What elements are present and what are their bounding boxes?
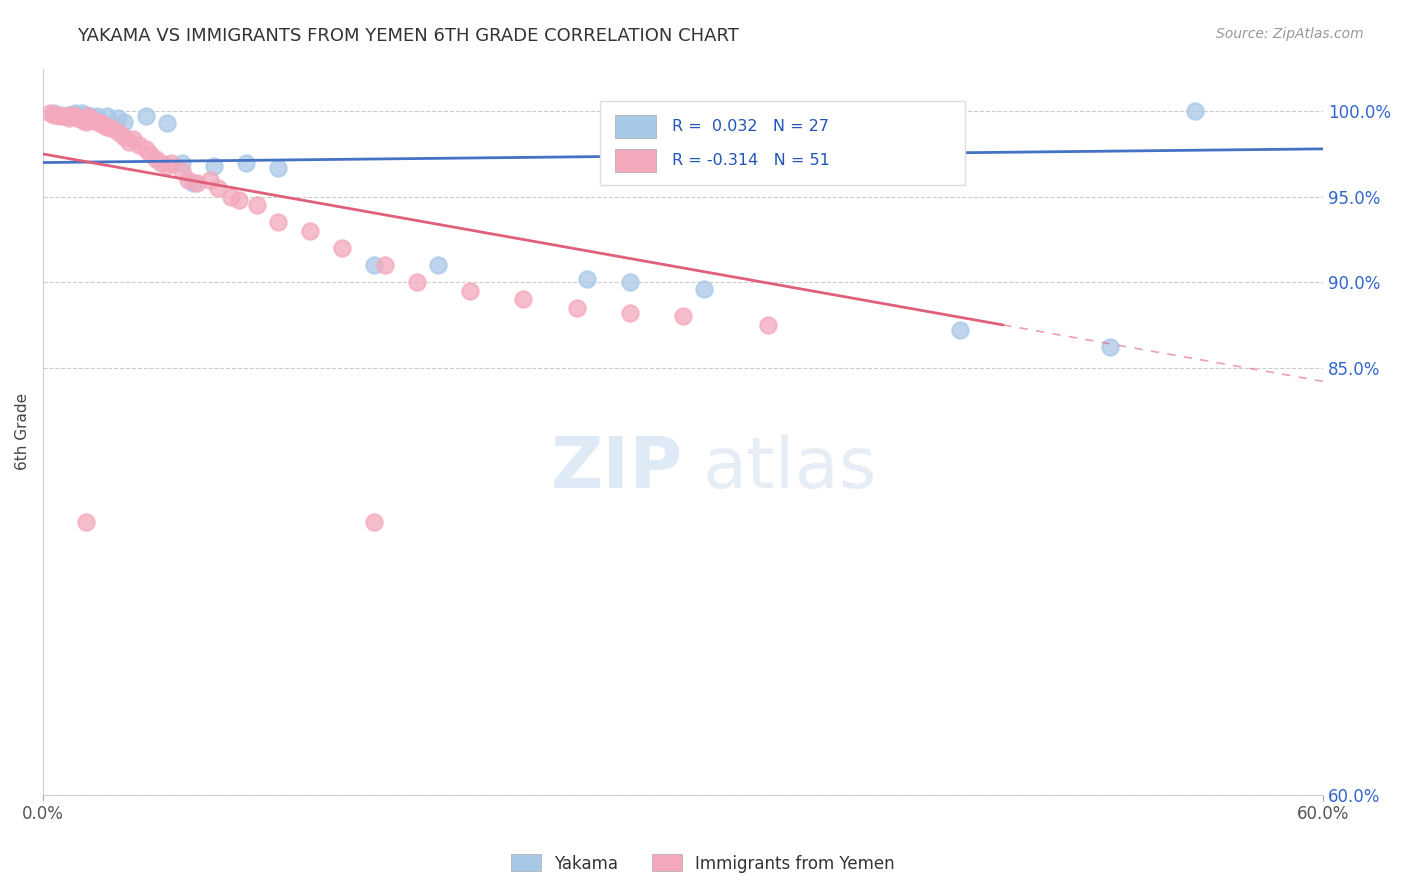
Point <box>46 108 69 122</box>
Point <box>267 215 290 229</box>
Point <box>58 108 80 122</box>
Point <box>82 112 104 127</box>
Point <box>267 161 290 175</box>
Point <box>202 159 225 173</box>
Point <box>91 118 114 132</box>
Point <box>363 515 385 529</box>
Point <box>1098 340 1121 354</box>
Point <box>90 116 112 130</box>
Point <box>186 176 208 190</box>
Point <box>70 112 93 127</box>
Text: R =  0.032   N = 27: R = 0.032 N = 27 <box>672 120 828 134</box>
Point <box>512 293 534 307</box>
Point <box>58 111 80 125</box>
Point <box>145 152 167 166</box>
Point <box>128 138 150 153</box>
Point <box>53 109 76 123</box>
Point <box>565 301 588 315</box>
Point <box>458 284 481 298</box>
Point <box>198 172 221 186</box>
Text: Source: ZipAtlas.com: Source: ZipAtlas.com <box>1216 27 1364 41</box>
Point <box>156 116 179 130</box>
Point <box>79 109 101 123</box>
Point <box>373 258 395 272</box>
Point <box>75 108 97 122</box>
Point <box>219 190 242 204</box>
Point <box>330 241 353 255</box>
Point <box>207 181 229 195</box>
Point <box>107 125 129 139</box>
Point <box>66 111 89 125</box>
Point <box>139 147 162 161</box>
Point <box>160 155 183 169</box>
Legend: Yakama, Immigrants from Yemen: Yakama, Immigrants from Yemen <box>505 847 901 880</box>
FancyBboxPatch shape <box>616 149 657 172</box>
Text: atlas: atlas <box>703 434 877 502</box>
Point <box>405 275 427 289</box>
Point <box>619 306 641 320</box>
Point <box>619 275 641 289</box>
Y-axis label: 6th Grade: 6th Grade <box>15 393 30 470</box>
Text: R = -0.314   N = 51: R = -0.314 N = 51 <box>672 153 830 169</box>
Point <box>75 515 97 529</box>
Point <box>107 111 129 125</box>
FancyBboxPatch shape <box>600 101 965 185</box>
Point <box>49 108 72 122</box>
Point <box>49 109 72 123</box>
Point <box>156 159 179 173</box>
Point <box>70 106 93 120</box>
Point <box>96 120 118 134</box>
Point <box>177 172 200 186</box>
Point <box>75 114 97 128</box>
Point <box>121 131 143 145</box>
Point <box>135 142 157 156</box>
Point <box>181 176 204 190</box>
Point <box>38 106 60 120</box>
Point <box>53 109 76 123</box>
Text: YAKAMA VS IMMIGRANTS FROM YEMEN 6TH GRADE CORRELATION CHART: YAKAMA VS IMMIGRANTS FROM YEMEN 6TH GRAD… <box>77 27 740 45</box>
Point <box>170 155 193 169</box>
Point <box>77 109 100 123</box>
Point <box>228 193 250 207</box>
Point <box>245 198 267 212</box>
Point <box>758 318 780 332</box>
Point <box>42 108 65 122</box>
Text: ZIP: ZIP <box>551 434 683 502</box>
Point <box>42 106 65 120</box>
Point <box>112 114 135 128</box>
Point <box>59 108 82 122</box>
Point <box>426 258 449 272</box>
Point <box>576 272 599 286</box>
Point <box>170 164 193 178</box>
Point <box>672 310 695 324</box>
Point <box>63 109 86 123</box>
Point <box>949 323 972 337</box>
Point <box>96 109 118 123</box>
Point <box>149 155 172 169</box>
Point <box>693 282 716 296</box>
Point <box>63 106 86 120</box>
Point <box>79 111 101 125</box>
Point <box>112 129 135 144</box>
Point <box>235 155 257 169</box>
Point <box>86 114 108 128</box>
Point <box>100 121 122 136</box>
Point <box>117 135 139 149</box>
Point <box>135 109 157 123</box>
FancyBboxPatch shape <box>616 115 657 138</box>
Point <box>86 109 108 123</box>
Point <box>363 258 385 272</box>
Point <box>298 224 321 238</box>
Point <box>1184 104 1206 119</box>
